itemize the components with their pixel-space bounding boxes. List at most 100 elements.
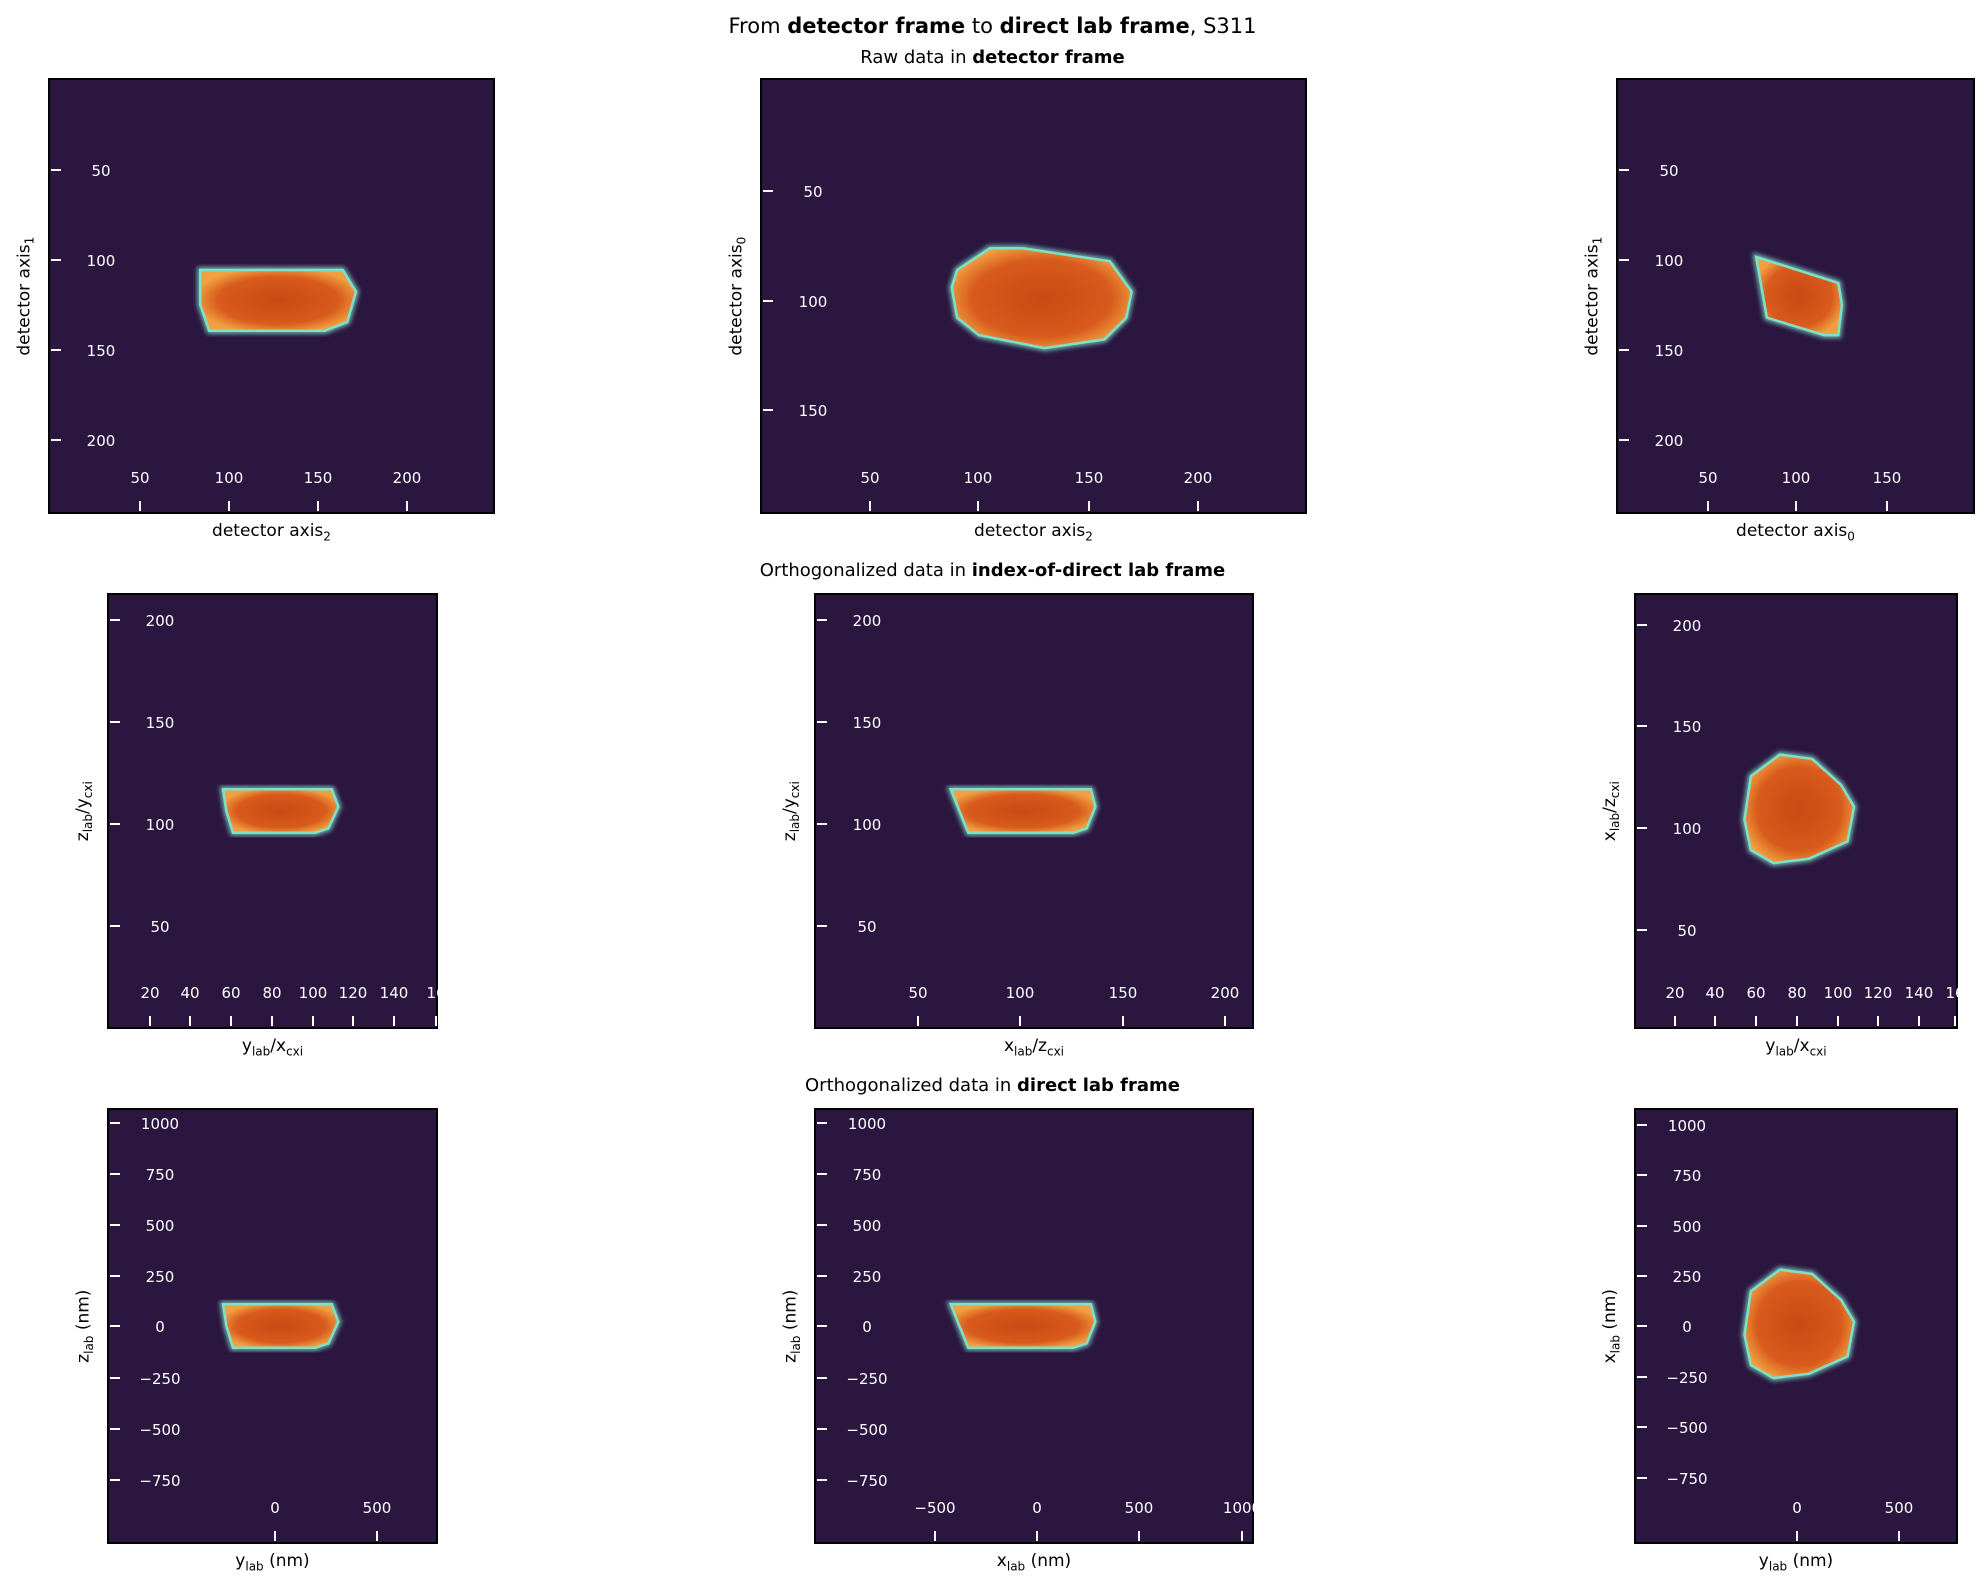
x-tick-label: 100	[964, 469, 993, 487]
y-tick-label: 500	[1673, 1218, 1702, 1236]
x-axis-label: ylab (nm)	[1758, 1551, 1834, 1574]
x-tick-label: 20	[140, 984, 159, 1002]
y-tick-label: 150	[853, 714, 882, 732]
x-tick-label: 1000	[1223, 1499, 1261, 1517]
object-density	[199, 268, 358, 332]
y-tick-label: 100	[87, 252, 116, 270]
figure-title: From detector frame to direct lab frame,…	[0, 14, 1985, 38]
x-tick-label: 140	[1905, 984, 1934, 1002]
x-axis-label: ylab/xcxi	[1765, 1036, 1827, 1059]
y-tick-label: 500	[146, 1217, 175, 1235]
y-tick-label: 50	[803, 183, 822, 201]
x-tick-label: −500	[914, 1499, 955, 1517]
x-tick-label: 150	[1075, 469, 1104, 487]
y-tick-label: 750	[146, 1166, 175, 1184]
x-axis-label: detector axis0	[1736, 521, 1855, 544]
heatmap-background	[814, 593, 1254, 1029]
figure-title-part: From	[728, 14, 788, 38]
x-tick-label: 20	[1665, 984, 1684, 1002]
y-tick-label: 200	[1655, 432, 1684, 450]
x-axis-label: xlab/zcxi	[1003, 1036, 1065, 1059]
row-title-direct: Orthogonalized data in direct lab frame	[0, 1075, 1985, 1096]
y-tick-label: 750	[853, 1166, 882, 1184]
heatmap-panel-6: 1000 750 500 250 0 −250 −500 −750 0 500	[107, 1108, 438, 1544]
y-axis-label: xlab/zcxi	[1599, 781, 1623, 842]
y-tick-label: −250	[846, 1370, 887, 1388]
heatmap-panel-0: 50 100 150 200 50 100 150 200	[48, 78, 495, 514]
y-tick-label: −750	[1666, 1470, 1707, 1488]
y-tick-label: 50	[1659, 162, 1678, 180]
x-tick-label: 16	[1945, 984, 1964, 1002]
y-tick-label: 250	[1673, 1268, 1702, 1286]
x-tick-label: 200	[1184, 469, 1213, 487]
object-density	[1754, 255, 1844, 337]
x-tick-label: 150	[1109, 984, 1138, 1002]
row-title-part: direct lab frame	[1017, 1075, 1180, 1096]
y-tick-label: 100	[146, 816, 175, 834]
y-tick-label: −750	[139, 1472, 180, 1490]
y-tick-label: 200	[87, 432, 116, 450]
y-tick-label: −500	[1666, 1419, 1707, 1437]
x-tick-label: 40	[180, 984, 199, 1002]
y-tick-label: −250	[1666, 1369, 1707, 1387]
y-tick-label: 250	[146, 1268, 175, 1286]
heatmap-panel-7: 1000 750 500 250 0 −250 −500 −750 −500 0 500 1000	[814, 1108, 1261, 1544]
heatmap-panel-8: 1000 750 500 250 0 −250 −500 −750 0 500	[1634, 1108, 1958, 1544]
x-tick-label: 60	[221, 984, 240, 1002]
heatmap-panel-4: 200 150 100 50 50 100 150 200	[814, 593, 1254, 1029]
x-tick-label: 0	[270, 1499, 280, 1517]
x-tick-label: 100	[1006, 984, 1035, 1002]
y-tick-label: 1000	[141, 1115, 179, 1133]
object-density	[221, 788, 340, 834]
heatmap-panel-1: 50 100 150 50 100 150 200	[760, 78, 1307, 514]
x-tick-label: 0	[1792, 1499, 1802, 1517]
x-tick-label: 50	[130, 469, 149, 487]
y-tick-label: 100	[1673, 820, 1702, 838]
y-axis-label: zlab (nm)	[779, 1289, 803, 1363]
x-axis-label: ylab/xcxi	[241, 1036, 304, 1059]
row-title-index-of-direct: Orthogonalized data in index-of-direct l…	[0, 560, 1985, 581]
x-tick-label: 100	[299, 984, 328, 1002]
y-axis-label: zlab (nm)	[72, 1289, 96, 1363]
y-tick-label: −500	[846, 1421, 887, 1439]
y-tick-label: 200	[146, 612, 175, 630]
object-density	[950, 247, 1133, 350]
y-tick-label: −500	[139, 1421, 180, 1439]
x-tick-label: 80	[1787, 984, 1806, 1002]
y-tick-label: 500	[853, 1217, 882, 1235]
y-tick-label: 50	[150, 918, 169, 936]
y-axis-label: zlab/ycxi	[779, 781, 803, 842]
y-tick-label: 50	[1677, 922, 1696, 940]
y-tick-label: −250	[139, 1370, 180, 1388]
y-tick-label: 0	[155, 1318, 165, 1336]
y-tick-label: 100	[853, 816, 882, 834]
y-tick-label: 150	[146, 714, 175, 732]
y-tick-label: 150	[1673, 718, 1702, 736]
x-tick-label: 50	[1698, 469, 1717, 487]
y-axis-label: zlab/ycxi	[72, 781, 96, 842]
x-tick-label: 40	[1705, 984, 1724, 1002]
x-tick-label: 120	[339, 984, 368, 1002]
x-tick-label: 50	[908, 984, 927, 1002]
object-density	[1743, 753, 1856, 865]
y-tick-label: 0	[862, 1318, 872, 1336]
y-axis-label: xlab (nm)	[1600, 1289, 1623, 1364]
x-tick-label: 150	[1873, 469, 1902, 487]
x-tick-label: 100	[1824, 984, 1853, 1002]
object-density	[1743, 1268, 1856, 1380]
x-tick-label: 80	[262, 984, 281, 1002]
y-tick-label: 50	[91, 162, 110, 180]
x-tick-label: 500	[1885, 1499, 1914, 1517]
row-title-part: Orthogonalized data in	[759, 560, 972, 581]
figure-title-part: to	[965, 14, 1000, 38]
x-tick-label: 200	[1211, 984, 1240, 1002]
x-tick-label: 16	[426, 984, 445, 1002]
x-tick-label: 140	[380, 984, 409, 1002]
x-tick-label: 50	[860, 469, 879, 487]
x-tick-label: 500	[1125, 1499, 1154, 1517]
y-tick-label: 250	[853, 1268, 882, 1286]
y-tick-label: 1000	[1668, 1117, 1706, 1135]
x-axis-label: xlab (nm)	[996, 1551, 1072, 1574]
x-tick-label: 150	[304, 469, 333, 487]
y-tick-label: −750	[846, 1472, 887, 1490]
